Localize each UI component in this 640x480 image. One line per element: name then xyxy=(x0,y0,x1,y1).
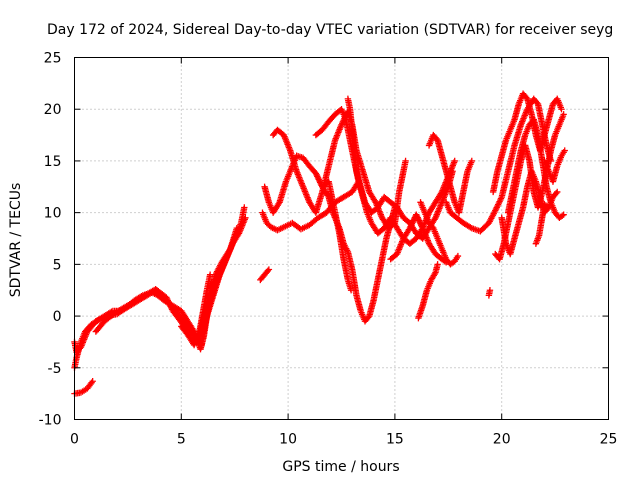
y-tick-label: 5 xyxy=(53,257,62,273)
data-point-s15 xyxy=(454,252,462,260)
axis-ticks xyxy=(74,57,609,420)
data-marker-s2 xyxy=(95,316,102,324)
y-tick-label: 15 xyxy=(44,154,62,170)
data-point-s1 xyxy=(241,204,248,211)
chart-title: Day 172 of 2024, Sidereal Day-to-day VTE… xyxy=(47,22,613,38)
data-marker-s21 xyxy=(552,190,560,197)
x-tick-label: 25 xyxy=(600,432,618,448)
data-point-s22 xyxy=(560,211,567,218)
data-point-s4 xyxy=(89,378,96,385)
data-marker-s8 xyxy=(324,192,331,199)
data-point-s24 xyxy=(545,204,552,211)
data-marker-s6 xyxy=(264,267,272,275)
data-point-s12 xyxy=(449,168,456,175)
data-point-s5 xyxy=(206,271,214,278)
data-point-s14 xyxy=(468,157,475,165)
plot-frame xyxy=(74,57,609,420)
x-tick-label: 10 xyxy=(279,432,297,448)
data-marker-s22 xyxy=(559,212,566,219)
data-point-s3 xyxy=(233,224,241,232)
y-tick-label: 10 xyxy=(44,206,62,222)
data-point-s16 xyxy=(434,261,441,268)
data-markers xyxy=(71,90,568,397)
y-tick-label: -10 xyxy=(39,413,62,429)
data-point-s9 xyxy=(402,157,409,165)
y-tick-label: -5 xyxy=(48,361,62,377)
y-tick-label: 25 xyxy=(44,51,62,67)
data-point-s18 xyxy=(486,287,494,294)
data-point-s6 xyxy=(265,266,273,273)
data-marker-s16 xyxy=(431,270,438,278)
x-axis-label: GPS time / hours xyxy=(282,459,399,475)
data-marker-s17 xyxy=(467,224,474,231)
data-marker-s24 xyxy=(544,203,551,210)
data-point-s11 xyxy=(347,287,355,294)
data-marker-s4 xyxy=(88,379,95,386)
y-tick-label: 0 xyxy=(53,309,62,325)
x-tick-label: 0 xyxy=(70,432,79,448)
x-tick-labels: 0 5 10 15 20 25 xyxy=(70,432,617,448)
data-point-s10 xyxy=(451,157,458,165)
y-tick-label: 20 xyxy=(44,102,62,118)
data-point-s20 xyxy=(560,111,567,118)
y-tick-labels: -10 -5 0 5 10 15 20 25 xyxy=(39,51,62,429)
x-tick-label: 20 xyxy=(493,432,511,448)
data-point-s21 xyxy=(554,188,561,196)
x-tick-label: 15 xyxy=(386,432,404,448)
y-axis-label: SDTVAR / TECUs xyxy=(8,183,24,298)
data-marker-s17 xyxy=(533,99,541,106)
data-point-s19 xyxy=(558,106,565,113)
data-point-s23 xyxy=(561,147,568,154)
data-marker-s8 xyxy=(275,200,282,207)
x-tick-label: 5 xyxy=(177,432,186,448)
data-point-s2 xyxy=(242,214,249,222)
